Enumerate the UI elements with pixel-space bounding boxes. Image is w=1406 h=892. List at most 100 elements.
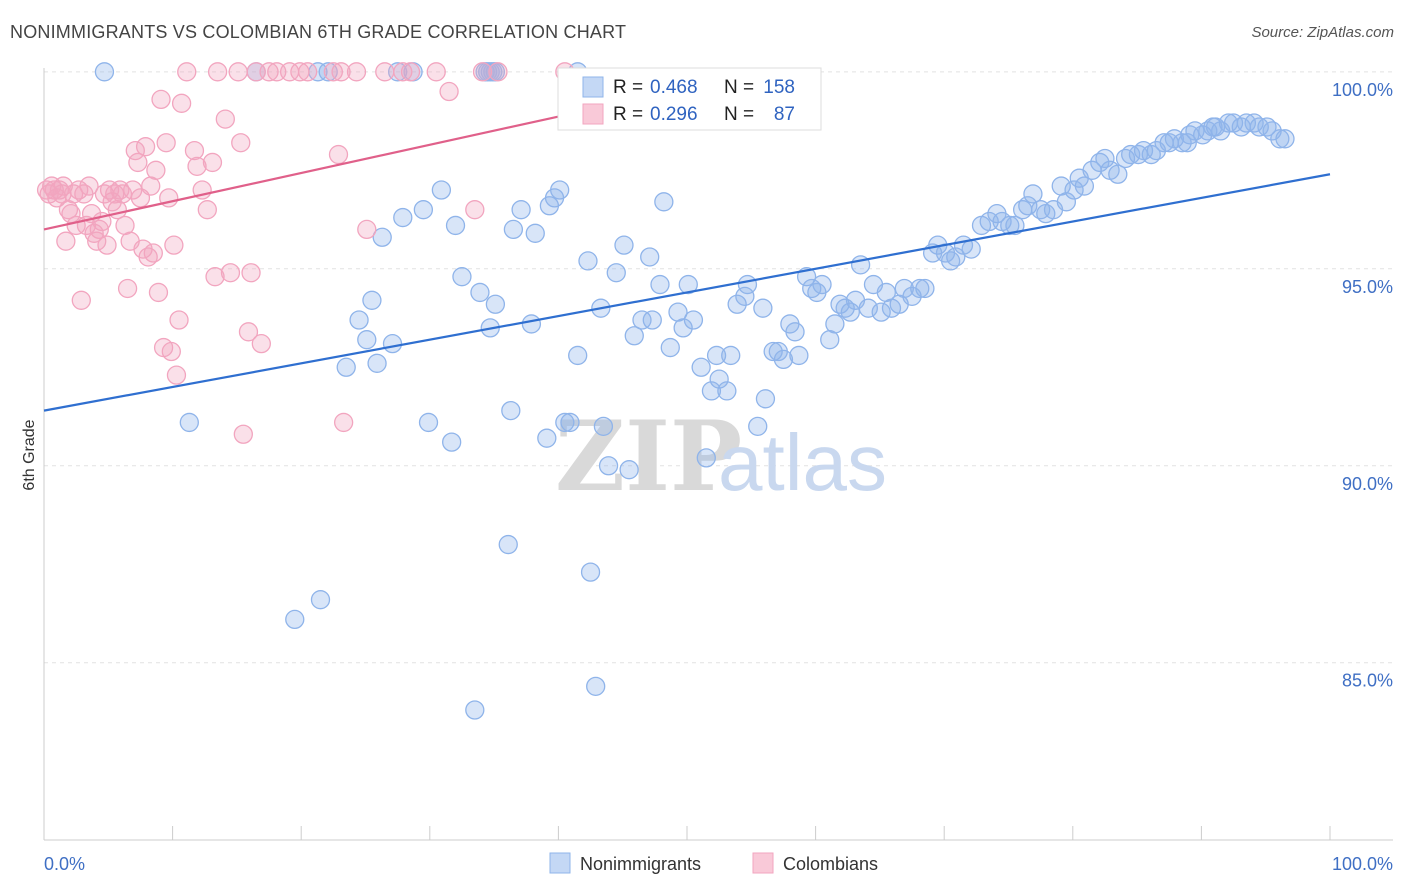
y-tick-label-3: 85.0% <box>1342 671 1393 691</box>
legend-swatch-nonimmigrants <box>582 76 604 98</box>
colombians-point-44 <box>148 282 169 303</box>
series-nonimmigrants <box>94 62 1295 720</box>
colombians-point-35 <box>125 140 145 161</box>
nonimmigrants-point-43 <box>555 412 575 433</box>
nonimmigrants-point-45 <box>568 345 588 366</box>
nonimmigrants-point-25 <box>431 180 452 200</box>
nonimmigrants-point-112 <box>961 239 981 259</box>
colombians-trend-line <box>43 114 566 231</box>
colombians-point-43 <box>146 160 166 180</box>
colombians-point-81 <box>357 219 377 240</box>
watermark-zip: ZIP <box>555 400 742 513</box>
bottom-legend: Nonimmigrants Colombians <box>549 852 878 874</box>
nonimmigrants-point-74 <box>735 286 755 307</box>
nonimmigrants-point-76 <box>748 416 768 437</box>
nonimmigrants-point-46 <box>578 251 598 271</box>
colombians-point-52 <box>169 310 189 330</box>
nonimmigrants-point-68 <box>701 381 722 401</box>
nonimmigrants-point-144 <box>1172 133 1192 153</box>
nonimmigrants-point-13 <box>285 609 305 630</box>
nonimmigrants-point-22 <box>393 207 413 228</box>
nonimmigrants-point-105 <box>915 278 935 299</box>
colombians-point-20 <box>87 231 107 251</box>
nonimmigrants-point-21 <box>382 333 403 354</box>
nonimmigrants-point-64 <box>678 274 698 295</box>
colombians-point-58 <box>197 200 217 220</box>
nonimmigrants-point-126 <box>1056 192 1077 212</box>
legend-r-value-1: 0.296 <box>650 104 698 125</box>
nonimmigrants-point-58 <box>642 310 662 330</box>
colombians-point-84 <box>400 62 421 82</box>
nonimmigrants-point-134 <box>1108 164 1128 184</box>
nonimmigrants-point-132 <box>1095 148 1115 169</box>
colombians-point-30 <box>112 184 133 204</box>
nonimmigrants-point-67 <box>696 448 716 468</box>
nonimmigrants-point-53 <box>614 235 634 255</box>
colombians-point-39 <box>135 137 156 157</box>
gridlines <box>44 71 1393 664</box>
colombians-point-68 <box>241 263 261 283</box>
nonimmigrants-point-90 <box>825 314 845 334</box>
nonimmigrants-point-73 <box>727 294 747 314</box>
nonimmigrants-point-30 <box>470 282 490 303</box>
nonimmigrants-point-81 <box>773 349 794 370</box>
nonimmigrants-point-78 <box>755 389 776 409</box>
nonimmigrants-point-63 <box>673 318 693 338</box>
colombians-point-34 <box>123 180 143 200</box>
nonimmigrants-point-32 <box>485 294 506 314</box>
colombians-point-55 <box>184 140 205 161</box>
colombians-point-60 <box>205 267 225 287</box>
colombians-point-65 <box>231 133 251 153</box>
nonimmigrants-point-84 <box>789 345 809 366</box>
nonimmigrants-point-71 <box>717 381 737 401</box>
nonimmigrants-point-59 <box>650 274 670 295</box>
nonimmigrants-point-18 <box>362 290 382 310</box>
legend-n-value-1: 87 <box>774 104 795 125</box>
bottom-legend-swatch-colombians <box>752 852 774 874</box>
nonimmigrants-point-83 <box>785 322 805 342</box>
nonimmigrants-point-12 <box>179 412 199 433</box>
nonimmigrants-point-98 <box>871 302 891 322</box>
nonimmigrants-point-0 <box>94 62 115 82</box>
colombians-point-63 <box>220 263 241 283</box>
colombians-point-32 <box>117 278 138 299</box>
colombians-point-70 <box>251 333 271 354</box>
nonimmigrants-trend-line <box>43 173 1331 412</box>
colombians-point-77 <box>331 62 351 82</box>
y-tick-label-1: 95.0% <box>1342 277 1393 297</box>
colombians-point-86 <box>439 81 459 102</box>
nonimmigrants-point-26 <box>442 432 462 452</box>
y-tick-label-0: 100.0% <box>1332 80 1393 100</box>
colombians-point-83 <box>393 62 413 82</box>
y-tick-label-2: 90.0% <box>1342 474 1393 494</box>
legend-n-label-1: N = <box>724 104 754 125</box>
colombians-point-85 <box>426 62 446 82</box>
bottom-legend-label-nonimmigrants: Nonimmigrants <box>580 854 701 874</box>
nonimmigrants-point-39 <box>537 428 557 448</box>
nonimmigrants-point-56 <box>632 310 652 330</box>
nonimmigrants-point-33 <box>498 534 518 555</box>
colombians-point-50 <box>164 235 184 255</box>
nonimmigrants-point-24 <box>418 412 439 433</box>
nonimmigrants-point-161 <box>1203 117 1223 137</box>
nonimmigrants-point-104 <box>910 278 930 299</box>
nonimmigrants-point-50 <box>593 416 614 437</box>
colombians-point-61 <box>207 62 228 82</box>
colombians-point-71 <box>259 62 279 82</box>
colombians-point-53 <box>171 93 192 113</box>
source-label: Source: ZipAtlas.com <box>1251 24 1394 41</box>
series-colombians <box>36 62 575 444</box>
nonimmigrants-point-77 <box>753 298 773 318</box>
colombians-point-79 <box>333 412 354 433</box>
legend-r-label-1: R = <box>613 104 643 125</box>
nonimmigrants-point-65 <box>683 310 704 330</box>
nonimmigrants-point-51 <box>598 456 619 476</box>
colombians-point-64 <box>228 62 248 82</box>
nonimmigrants-point-44 <box>560 412 580 433</box>
nonimmigrants-point-20 <box>372 227 392 247</box>
nonimmigrants-point-14 <box>310 590 331 610</box>
nonimmigrants-point-61 <box>660 337 680 358</box>
nonimmigrants-point-38 <box>525 223 545 243</box>
x-tick-label-left: 0.0% <box>44 854 85 874</box>
legend-swatch-colombians <box>582 103 604 125</box>
